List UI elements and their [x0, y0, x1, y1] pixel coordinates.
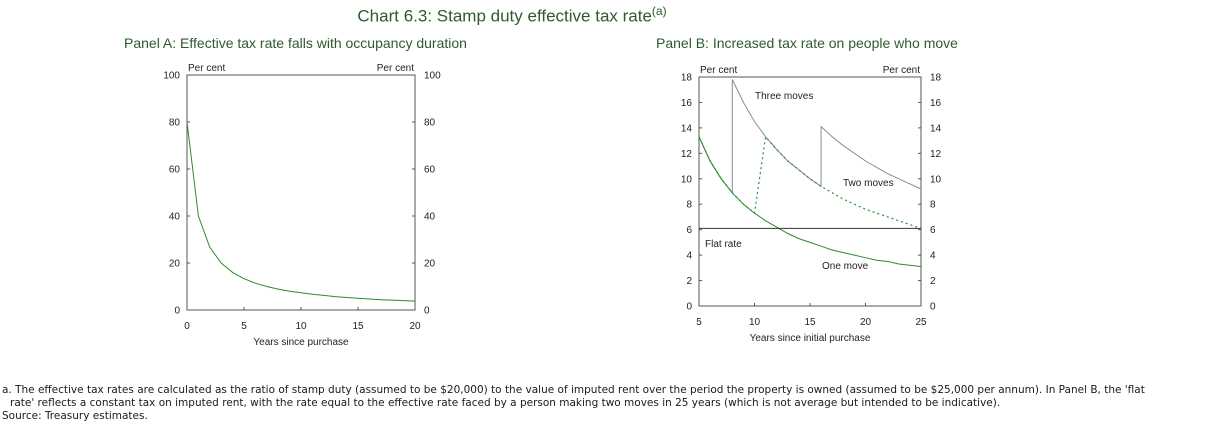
- panel-b-ytick-label-right: 18: [930, 73, 942, 84]
- panel-a-xtick-label: 20: [409, 321, 421, 332]
- panel-a-series-0: [186, 121, 416, 302]
- panel-b-ytick-label-left: 12: [681, 149, 693, 160]
- panel-a-ytick-label-right: 80: [424, 118, 436, 129]
- panel-b-ytick-label-left: 8: [686, 200, 692, 211]
- panel-a-ytick-label-right: 20: [424, 259, 436, 270]
- panel-b-ytick-label-right: 10: [930, 174, 942, 185]
- panel-b-series-flat-rate-label: Flat rate: [705, 239, 742, 250]
- panel-b-ytick-label-right: 4: [930, 251, 936, 262]
- panel-b-ytick-label-left: 4: [686, 251, 692, 262]
- panel-b-xtick-label: 15: [804, 317, 816, 328]
- panel-b-ytick-label-right: 12: [930, 149, 942, 160]
- panel-b-ytick-label-left: 14: [681, 123, 693, 134]
- panel-a-ytick-label-right: 100: [424, 71, 441, 82]
- panel-b-xtick-label: 20: [860, 317, 872, 328]
- panel-b-ytick-label-right: 16: [930, 98, 942, 109]
- panel-b-series-two-moves-label: Two moves: [843, 178, 894, 189]
- panel-a-ytick-label-right: 40: [424, 212, 436, 223]
- panel-b-ytick-label-right: 14: [930, 123, 942, 134]
- panel-a-xtick-label: 5: [241, 321, 247, 332]
- panel-b-series-three-moves-label: Three moves: [755, 91, 813, 102]
- chart-title: Chart 6.3: Stamp duty effective tax rate…: [0, 4, 1024, 27]
- panel-b-ytick-label-left: 0: [686, 302, 692, 313]
- panel-b-xtick-label: 10: [749, 317, 761, 328]
- panel-b-ytick-label-left: 18: [681, 73, 693, 84]
- footnote-line-2: rate' reflects a constant tax on imputed…: [10, 397, 1001, 409]
- panel-b-ytick-label-right: 8: [930, 200, 936, 211]
- panel-b-ylabel-right: Per cent: [883, 65, 920, 76]
- panel-a-ytick-label-right: 0: [424, 306, 430, 317]
- panel-a-ytick-label-left: 40: [169, 212, 181, 223]
- panel-b-ytick-label-right: 2: [930, 276, 936, 287]
- panel-b-xtick-label: 25: [915, 317, 927, 328]
- panel-a-title: Panel A: Effective tax rate falls with o…: [124, 35, 467, 51]
- panel-a-ytick-label-left: 0: [174, 306, 180, 317]
- panel-a-ylabel-right: Per cent: [377, 63, 414, 74]
- panel-a-ytick-label-left: 80: [169, 118, 181, 129]
- panel-a-ytick-label-right: 60: [424, 165, 436, 176]
- chart-title-superscript: (a): [651, 4, 667, 18]
- footnote: a. The effective tax rates are calculate…: [2, 384, 1218, 423]
- panel-a-xtick-label: 10: [295, 321, 307, 332]
- panel-b-ytick-label-left: 6: [686, 225, 692, 236]
- source-note: Source: Treasury estimates.: [2, 410, 148, 422]
- panel-b-series-one-move-label: One move: [822, 261, 869, 272]
- panel-a-ytick-label-left: 20: [169, 259, 181, 270]
- panel-a-xtick-label: 0: [184, 321, 190, 332]
- panel-b-ylabel-left: Per cent: [700, 65, 737, 76]
- panel-a-frame: [186, 74, 416, 311]
- panel-b-title: Panel B: Increased tax rate on people wh…: [656, 35, 958, 51]
- panel-b-ytick-label-right: 6: [930, 225, 936, 236]
- panel-b-ytick-label-left: 10: [681, 174, 693, 185]
- panel-b-ytick-label-left: 16: [681, 98, 693, 109]
- panel-a-ytick-label-left: 60: [169, 165, 181, 176]
- panel-b-ytick-label-right: 0: [930, 302, 936, 313]
- panel-b-series-three-moves: [698, 79, 922, 195]
- panel-a-ylabel-left: Per cent: [188, 63, 225, 74]
- panel-a-xtick-label: 15: [352, 321, 364, 332]
- footnote-line-1: a. The effective tax rates are calculate…: [2, 384, 1145, 396]
- panel-b-ytick-label-left: 2: [686, 276, 692, 287]
- panel-b-series-one-move: [698, 136, 922, 268]
- panel-b-xtick-label: 5: [696, 317, 702, 328]
- panel-b-xlabel: Years since initial purchase: [750, 333, 871, 344]
- panel-b-chart: 0 0 2 2 4 4 6 6 8 8 10 10 12 12 14 14 16 16 18 18 5 10 15 20 25 P…: [681, 65, 942, 344]
- chart-title-text: Chart 6.3: Stamp duty effective tax rate: [357, 6, 652, 26]
- panel-a-xlabel: Years since purchase: [253, 337, 349, 348]
- panel-a-ytick-label-left: 100: [163, 71, 180, 82]
